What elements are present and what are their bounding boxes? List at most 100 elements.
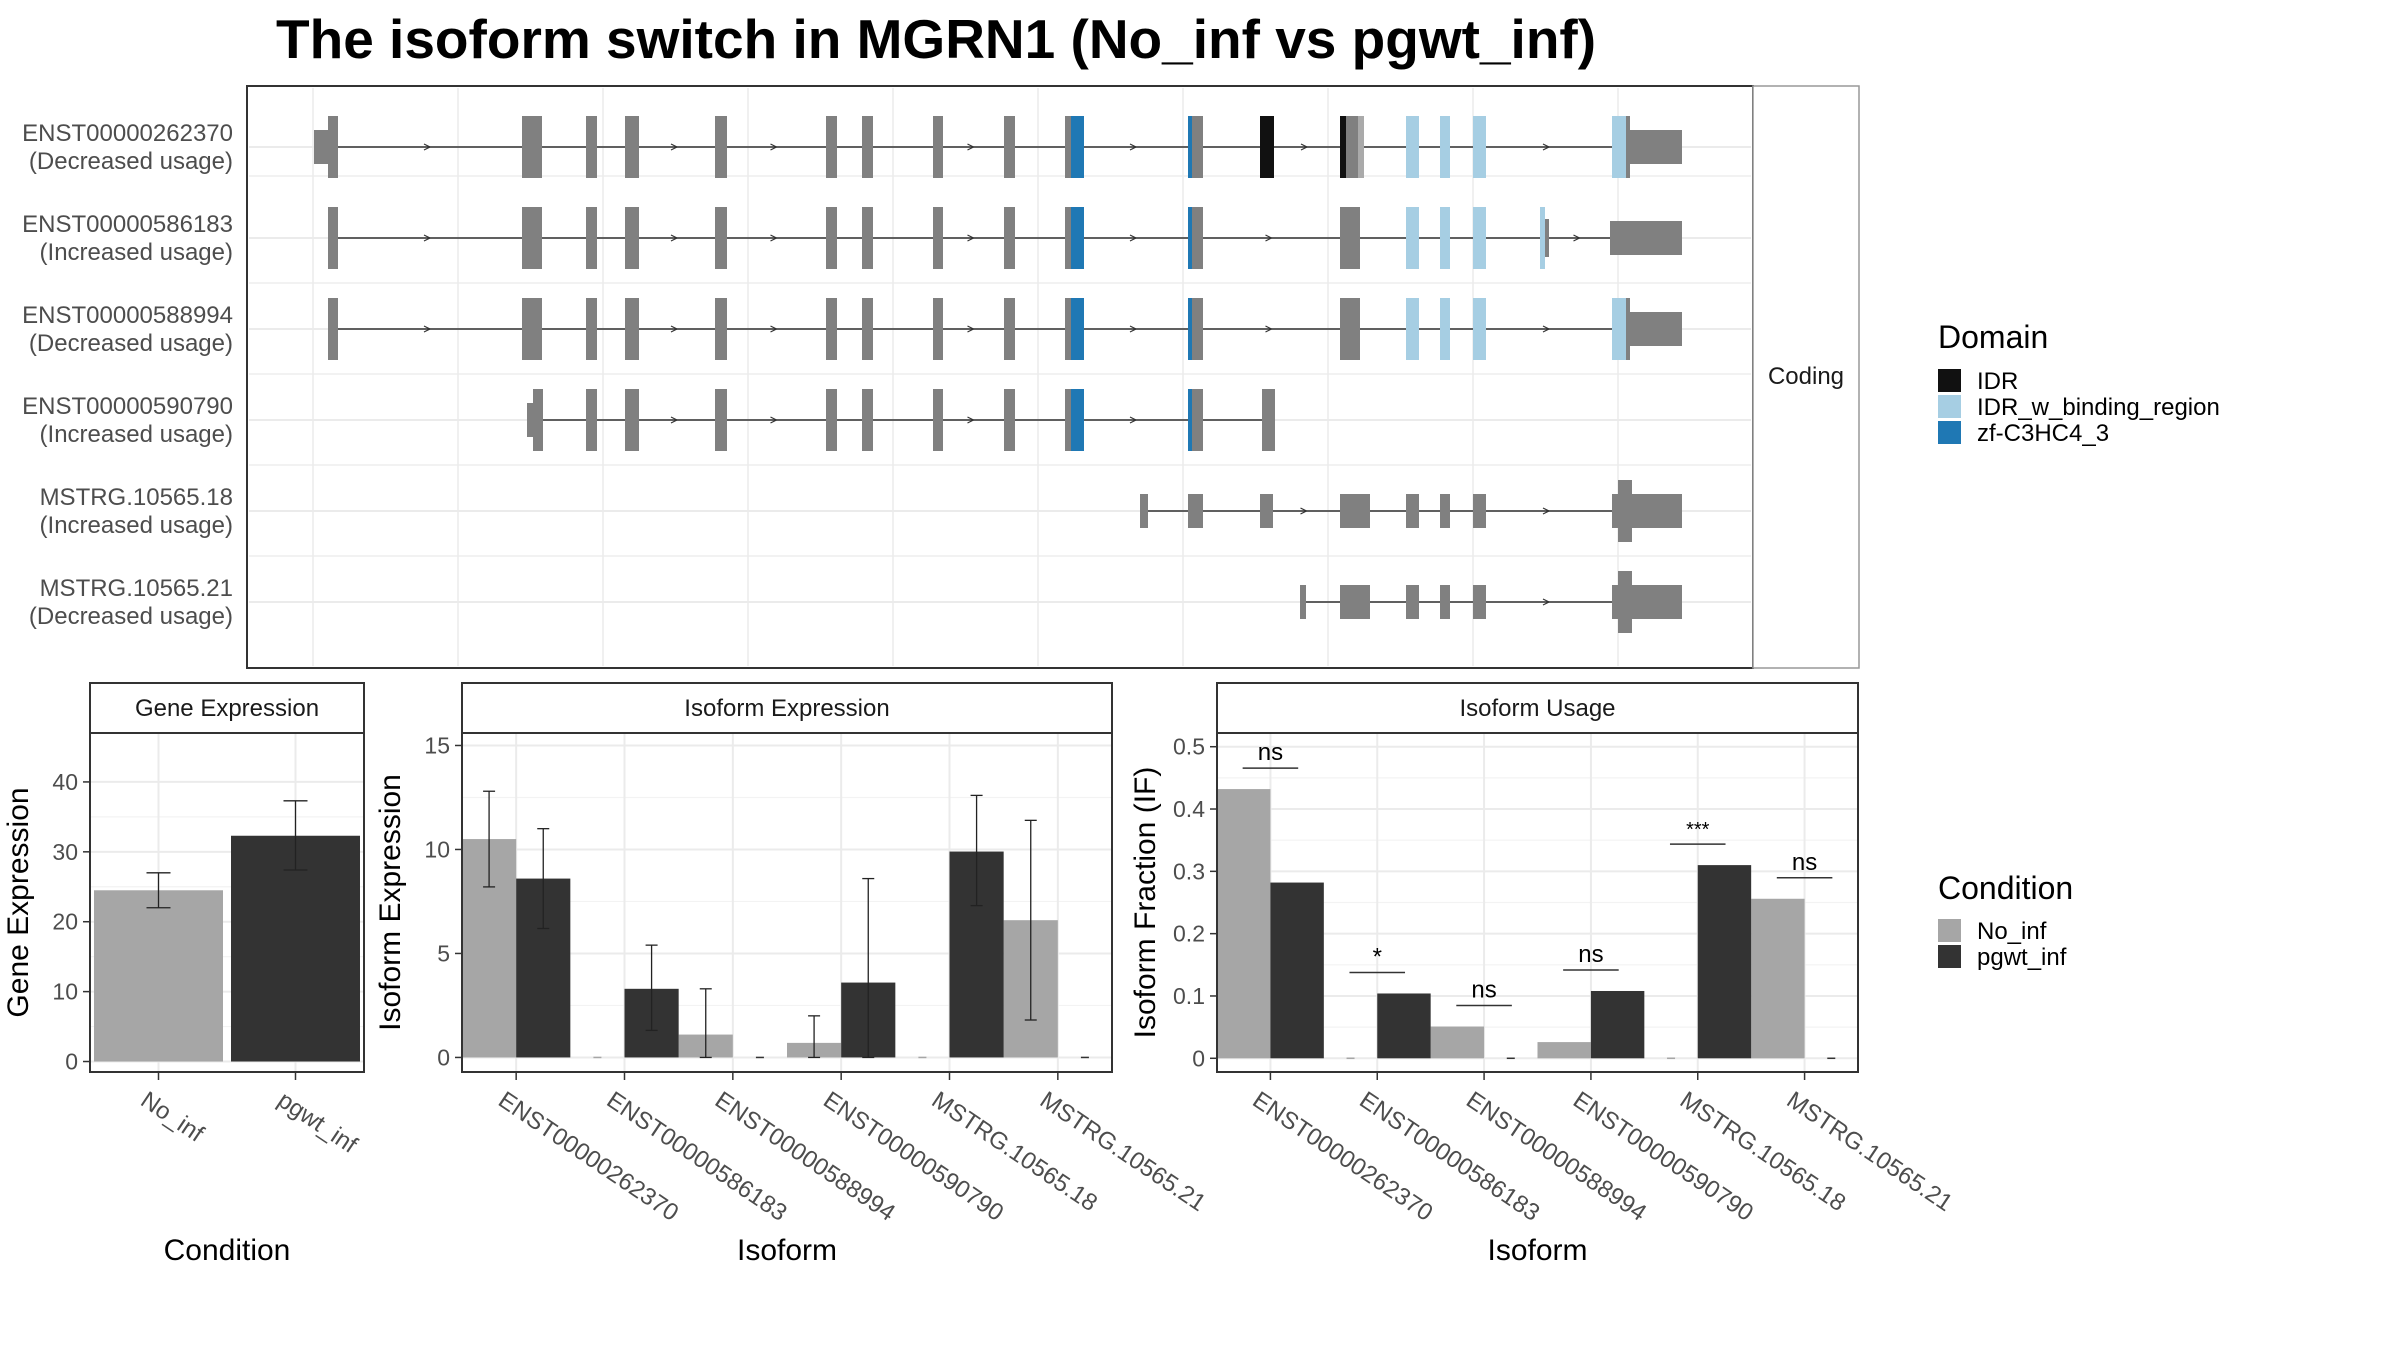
- bar-panel: Gene Expression 0 10 20 30 40 No_inf pgwt_inf Co…: [2, 682, 365, 1267]
- significance-label: ns: [1578, 941, 1603, 968]
- exon: [1545, 219, 1549, 257]
- strip: [89, 682, 365, 734]
- bar: [1751, 898, 1805, 1059]
- exon: [862, 298, 873, 360]
- exon: [522, 298, 542, 360]
- legend-label-no-inf: No_inf: [1977, 918, 2047, 945]
- exon: [1612, 585, 1618, 619]
- significance-label: ns: [1258, 739, 1283, 766]
- intron-arrow: [1265, 325, 1273, 333]
- y-tick-label: 20: [52, 909, 78, 935]
- bar: [1697, 865, 1752, 1059]
- x-tick-label: No_inf: [136, 1087, 209, 1148]
- legend-key-idr-binding: [1938, 395, 1961, 418]
- intron-arrow: [1542, 143, 1551, 151]
- exon: [625, 298, 639, 360]
- intron-arrow: [770, 143, 778, 151]
- exon: [1188, 494, 1203, 528]
- exon: [1346, 116, 1358, 178]
- exon: [1340, 298, 1360, 360]
- exon: [826, 207, 837, 269]
- exon: [1540, 207, 1545, 269]
- transcript-id: MSTRG.10565.21: [40, 575, 233, 602]
- exon: [715, 389, 727, 451]
- intron-arrow: [1129, 325, 1138, 333]
- y-tick-label: 10: [52, 979, 78, 1005]
- figure-title: The isoform switch in MGRN1 (No_inf vs p…: [276, 8, 1596, 70]
- exon: [1192, 389, 1203, 451]
- legend-label-idr: IDR: [1977, 368, 2018, 395]
- exon: [1612, 494, 1618, 528]
- exon: [1188, 389, 1192, 451]
- exon: [933, 207, 943, 269]
- legend-key-no-inf: [1938, 919, 1961, 942]
- exon: [328, 116, 338, 178]
- legend-label-pgwt-inf: pgwt_inf: [1977, 944, 2067, 971]
- exon: [625, 207, 639, 269]
- transcript-row: ENST00000588994(Decreased usage): [22, 298, 1682, 360]
- exon: [1340, 207, 1360, 269]
- intron-arrow: [1542, 598, 1551, 606]
- y-tick-label: 40: [52, 769, 78, 795]
- intron-arrow: [967, 325, 975, 333]
- exon: [1406, 116, 1419, 178]
- exon: [1071, 389, 1084, 451]
- exon: [1192, 298, 1203, 360]
- intron-arrow: [967, 143, 975, 151]
- exon: [1626, 298, 1630, 360]
- bar-panels: Gene Expression 0 10 20 30 40 No_inf pgwt_inf Co…: [2, 682, 1957, 1267]
- transcript-row: MSTRG.10565.21(Decreased usage): [29, 571, 1682, 633]
- exon: [586, 298, 597, 360]
- x-axis-label: Isoform: [1487, 1234, 1587, 1267]
- exon: [1440, 298, 1450, 360]
- intron-arrow: [1129, 416, 1138, 424]
- transcript-row: MSTRG.10565.18(Increased usage): [40, 480, 1682, 542]
- exon: [1440, 585, 1450, 619]
- y-tick-label: 30: [52, 839, 78, 865]
- exon: [862, 207, 873, 269]
- legend-key-pgwt-inf: [1938, 945, 1961, 968]
- exon: [1473, 298, 1486, 360]
- exon: [826, 389, 837, 451]
- exon: [1140, 494, 1148, 528]
- exon: [1630, 312, 1682, 346]
- intron-arrow: [1265, 234, 1273, 242]
- bar-panel: Isoform Expression051015ENST00000262370E…: [374, 682, 1211, 1267]
- x-tick-label: ENST00000586183: [1355, 1087, 1545, 1227]
- bar-panel: ns * ns ns *** ns Isoform Usage 0 0.1 0.2 0.3 0.4 0.…: [1129, 682, 1957, 1267]
- strip: [1216, 682, 1859, 734]
- panel-title: Isoform Expression: [684, 695, 889, 722]
- intron-arrow: [967, 416, 975, 424]
- exon: [1340, 585, 1370, 619]
- exon: [586, 389, 597, 451]
- exon: [1406, 494, 1419, 528]
- exon: [527, 403, 533, 437]
- x-tick-label: ENST00000262370: [1248, 1087, 1438, 1227]
- exon: [715, 207, 727, 269]
- y-tick-label: 0.4: [1173, 796, 1205, 822]
- x-axis-label: Condition: [164, 1234, 291, 1267]
- bar: [231, 835, 360, 1062]
- intron-arrow: [770, 325, 778, 333]
- transcript-id: ENST00000262370: [22, 120, 233, 147]
- legend-key-zf: [1938, 421, 1961, 444]
- transcript-row: ENST00000586183(Increased usage): [22, 207, 1682, 269]
- exon: [1188, 298, 1192, 360]
- y-tick-label: 0.1: [1173, 983, 1205, 1009]
- x-tick-label: pgwt_inf: [273, 1087, 362, 1160]
- panel-title: Gene Expression: [135, 695, 319, 722]
- exon: [1340, 494, 1370, 528]
- exon: [586, 116, 597, 178]
- exon: [533, 389, 543, 451]
- significance-label: ns: [1471, 977, 1496, 1004]
- exon: [1612, 116, 1626, 178]
- exon: [1340, 116, 1346, 178]
- y-tick-label: 10: [424, 836, 450, 862]
- exon: [862, 389, 873, 451]
- exon: [1065, 207, 1071, 269]
- exon: [1004, 116, 1015, 178]
- exon: [1188, 116, 1192, 178]
- exon: [625, 116, 639, 178]
- intron-arrow: [1573, 234, 1581, 242]
